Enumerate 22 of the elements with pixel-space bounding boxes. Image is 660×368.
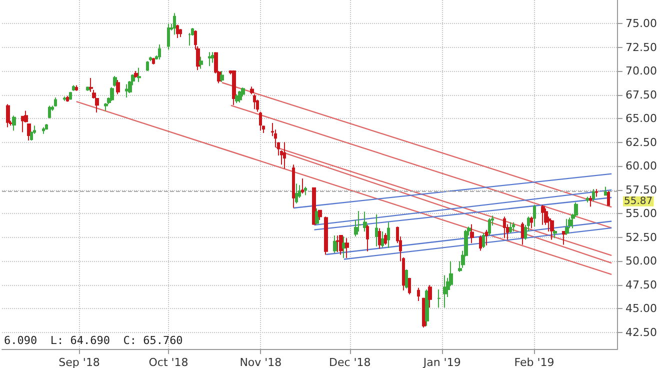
y-tick-label: 42.50: [626, 326, 658, 339]
y-tick-label: 52.50: [626, 230, 658, 244]
y-tick-label: 75.00: [626, 17, 658, 30]
x-tick-label: Sep '18: [58, 356, 100, 368]
y-tick-label: 45.00: [626, 302, 658, 316]
x-tick-label: Feb '19: [514, 356, 554, 368]
y-tick-label: 60.00: [626, 160, 658, 173]
y-tick-label: 47.50: [626, 278, 658, 292]
y-tick-label: 50.00: [626, 254, 658, 268]
y-tick-label: 55.00: [626, 207, 658, 220]
y-tick-label: 62.50: [626, 136, 658, 149]
y-tick-label: 72.50: [626, 40, 658, 54]
x-tick-label: Nov '18: [240, 356, 282, 368]
annotation: 55.87: [624, 196, 653, 207]
annotation: 6.090 L: 64.690 C: 65.760: [4, 334, 183, 347]
x-tick-label: Oct '18: [148, 356, 188, 368]
y-tick-label: 57.50: [626, 183, 658, 196]
y-tick-label: 70.00: [626, 64, 658, 78]
y-tick-label: 65.00: [626, 112, 658, 126]
x-tick-label: Jan '19: [422, 356, 461, 368]
x-tick-label: Dec '18: [328, 356, 371, 368]
y-tick-label: 67.50: [626, 88, 658, 102]
